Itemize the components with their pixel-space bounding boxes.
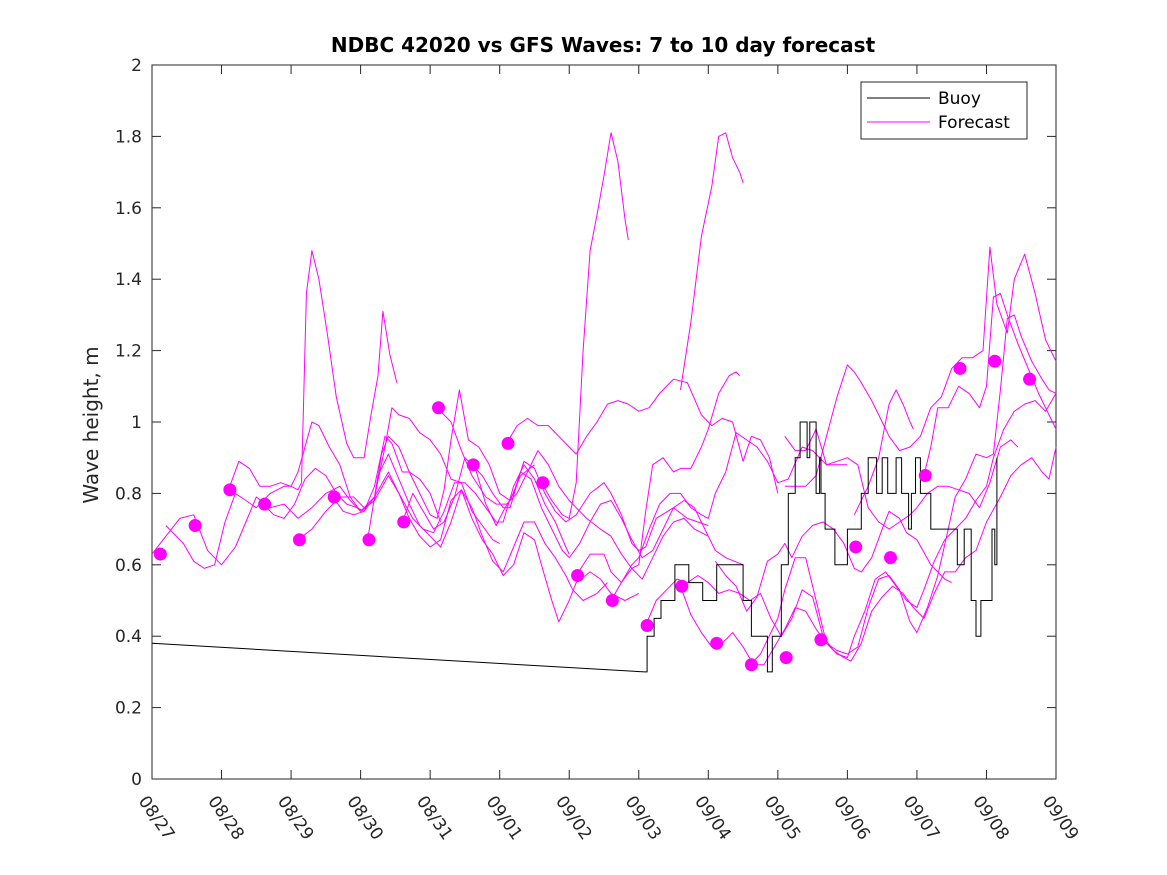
- forecast-marker-9: [431, 401, 445, 415]
- y-axis-label: Wave height, m: [79, 346, 103, 503]
- forecast-marker-26: [1023, 372, 1037, 386]
- y-tick-label: 1.8: [115, 127, 142, 147]
- forecast-marker-14: [605, 594, 619, 607]
- forecast-line-5: [297, 464, 570, 555]
- legend-buoy-label: Buoy: [938, 89, 981, 109]
- forecast-line-14: [610, 371, 740, 601]
- legend: Buoy Forecast: [860, 81, 1028, 140]
- plot-area: 0 0.2 0.4 0.6 0.8 1 1.2 1.4 1.6 1.8 2 08/27 08/28 08/…: [115, 56, 1082, 844]
- buoy-line: [151, 421, 998, 673]
- forecast-marker-3: [223, 483, 237, 497]
- x-tick-label: 09/08: [968, 792, 1012, 844]
- y-tick-label: 1.2: [115, 342, 142, 362]
- forecast-marker-12: [536, 476, 550, 490]
- x-tick-label: 09/02: [551, 792, 595, 844]
- y-tick-label: 1.4: [115, 270, 142, 290]
- forecast-line-9: [436, 407, 709, 580]
- forecast-line-8: [401, 457, 709, 551]
- forecast-line-6: [332, 471, 608, 601]
- x-tick-label: 08/30: [343, 792, 387, 844]
- chart-title: NDBC 42020 vs GFS Waves: 7 to 10 day for…: [331, 33, 876, 57]
- x-tick-label: 09/06: [829, 792, 873, 844]
- forecast-line-12: [540, 132, 629, 519]
- y-tick-label: 0.8: [115, 484, 142, 504]
- plot-frame: [151, 64, 1057, 780]
- forecast-line-3: [228, 250, 398, 491]
- forecast-line-23: [923, 293, 1057, 476]
- forecast-marker-17: [710, 636, 724, 650]
- forecast-marker-4: [258, 497, 272, 511]
- x-tick-label: 09/01: [482, 792, 526, 844]
- forecast-marker-1: [153, 547, 167, 561]
- y-tick-label: 1.6: [115, 199, 142, 219]
- forecast-marker-19: [779, 651, 793, 665]
- forecast-line-21: [784, 246, 1057, 487]
- x-tick-label: 08/28: [203, 792, 247, 844]
- forecast-line-17: [680, 393, 1057, 666]
- legend-box: [860, 81, 1028, 140]
- y-tick-label: 1: [131, 413, 142, 433]
- forecast-line-20: [784, 428, 1019, 530]
- forecast-line-4: [262, 389, 535, 519]
- forecast-marker-16: [675, 579, 689, 593]
- x-tick-label: 08/31: [412, 792, 456, 844]
- x-tick-label: 09/07: [899, 792, 943, 844]
- y-tick-label: 2: [131, 56, 142, 76]
- y-tick-label: 0.4: [115, 627, 142, 647]
- forecast-marker-21: [849, 540, 863, 554]
- forecast-marker-2: [188, 519, 202, 533]
- forecast-line-2: [165, 407, 500, 569]
- forecast-marker-11: [501, 436, 515, 450]
- x-tick-label: 09/03: [621, 792, 665, 844]
- y-tick-label: 0: [131, 770, 142, 790]
- forecast-marker-18: [744, 658, 758, 672]
- forecast-marker-15: [640, 618, 654, 632]
- x-tick-label: 08/29: [273, 792, 317, 844]
- forecast-line-11: [506, 378, 779, 494]
- forecast-marker-5: [292, 533, 306, 547]
- forecast-marker-8: [397, 515, 411, 529]
- forecast-marker-13: [571, 569, 585, 583]
- forecast-line-15: [645, 446, 1057, 662]
- forecast-line-10: [471, 464, 744, 566]
- forecast-line-22: [853, 389, 914, 516]
- y-tick-label: 0.2: [115, 699, 142, 719]
- forecast-marker-10: [466, 458, 480, 472]
- y-tick-label: 0.6: [115, 556, 142, 576]
- forecast-line-19: [749, 314, 1057, 666]
- forecast-marker-24: [953, 361, 967, 375]
- x-tick-label: 09/04: [690, 792, 734, 844]
- forecast-marker-20: [814, 633, 828, 647]
- x-tick-label: 08/27: [134, 792, 178, 844]
- x-tick-label: 09/05: [760, 792, 804, 844]
- forecast-line-1: [151, 435, 442, 566]
- forecast-marker-25: [988, 354, 1002, 368]
- forecast-marker-6: [327, 490, 341, 504]
- forecast-marker-23: [918, 469, 932, 483]
- legend-forecast-label: Forecast: [938, 113, 1010, 133]
- x-tick-label: 09/09: [1038, 792, 1082, 844]
- forecast-marker-22: [883, 551, 897, 565]
- forecast-marker-7: [362, 533, 376, 547]
- forecast-line-7: [367, 453, 640, 623]
- forecast-line-18: [714, 510, 952, 612]
- forecast-line-16: [680, 132, 744, 390]
